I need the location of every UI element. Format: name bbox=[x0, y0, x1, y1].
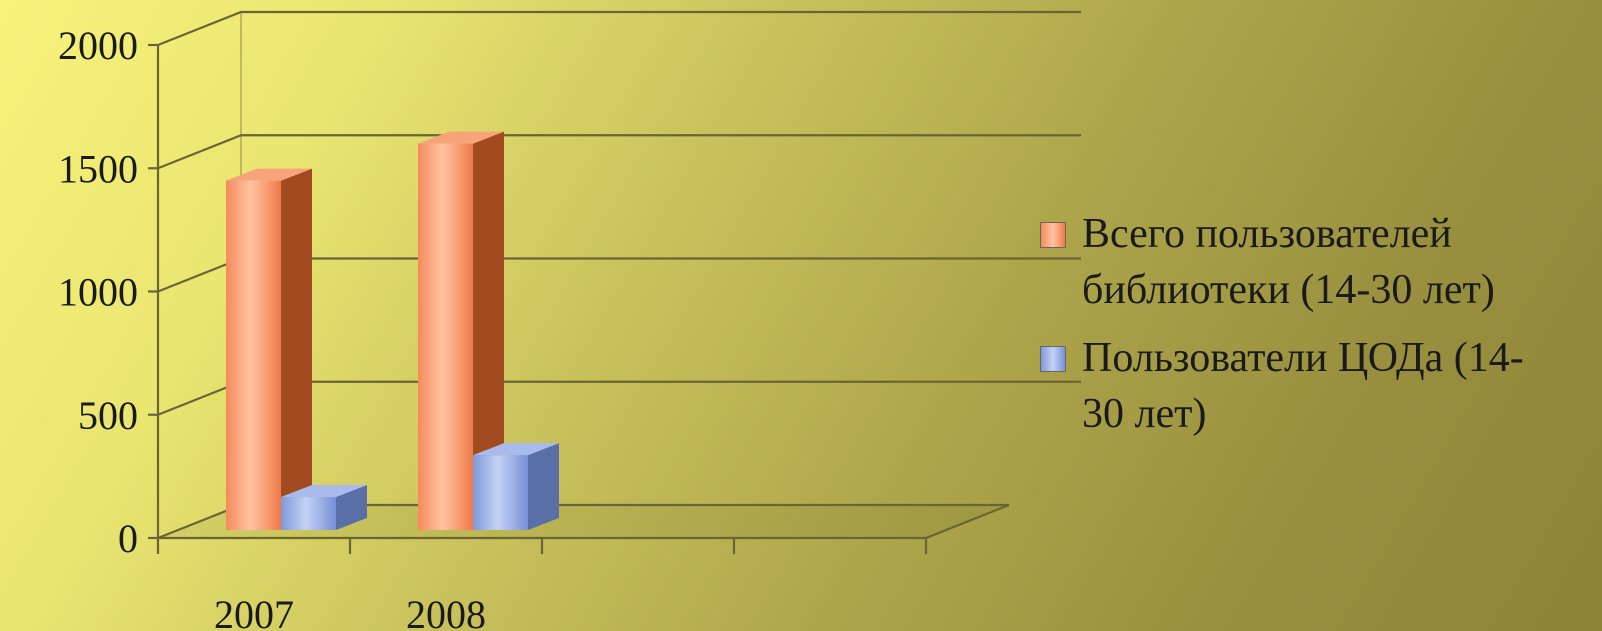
gridline bbox=[157, 10, 1081, 47]
gridline bbox=[157, 134, 1081, 170]
y-tick-label: 2000 bbox=[58, 23, 138, 68]
bar-front bbox=[226, 180, 281, 530]
legend-item-total: Всего пользователей библиотеки (14-30 ле… bbox=[1040, 206, 1600, 318]
bar-front bbox=[418, 143, 473, 530]
tick-labels: 0 500 1000 1500 2000 2007 2008 bbox=[58, 23, 486, 631]
bar bbox=[418, 131, 504, 530]
bar-top bbox=[281, 485, 367, 498]
bar-top bbox=[226, 168, 312, 181]
x-tick-label: 2007 bbox=[214, 592, 294, 631]
bar-side bbox=[473, 131, 504, 530]
legend-label-cod-line1: Пользователи ЦОДа (14- bbox=[1082, 335, 1524, 381]
floor bbox=[157, 503, 1010, 540]
bars bbox=[226, 131, 559, 530]
bar-front bbox=[281, 497, 336, 530]
bar-side bbox=[281, 168, 312, 530]
bar bbox=[226, 168, 312, 530]
legend-label-total-line1: Всего пользователей bbox=[1082, 211, 1452, 257]
legend-swatch-total bbox=[1040, 222, 1066, 248]
bar-top bbox=[418, 131, 504, 144]
legend-label-cod-line2: 30 лет) bbox=[1082, 391, 1207, 437]
bar-top bbox=[473, 443, 559, 456]
bar bbox=[281, 485, 367, 530]
legend-item-cod: Пользователи ЦОДа (14- 30 лет) bbox=[1040, 330, 1600, 442]
bar-side bbox=[336, 485, 367, 530]
y-tick-label: 1500 bbox=[58, 146, 138, 191]
x-tick-label: 2008 bbox=[406, 592, 486, 631]
bar-front bbox=[473, 455, 528, 530]
y-tick-label: 1000 bbox=[58, 270, 138, 315]
legend-label-total-line2: библиотеки (14-30 лет) bbox=[1082, 267, 1495, 313]
bar bbox=[473, 443, 559, 530]
y-tick-label: 0 bbox=[118, 516, 138, 561]
bar-side bbox=[528, 443, 559, 530]
y-tick-label: 500 bbox=[78, 393, 138, 438]
legend: Всего пользователей библиотеки (14-30 ле… bbox=[1040, 206, 1600, 454]
legend-swatch-cod bbox=[1040, 346, 1066, 372]
